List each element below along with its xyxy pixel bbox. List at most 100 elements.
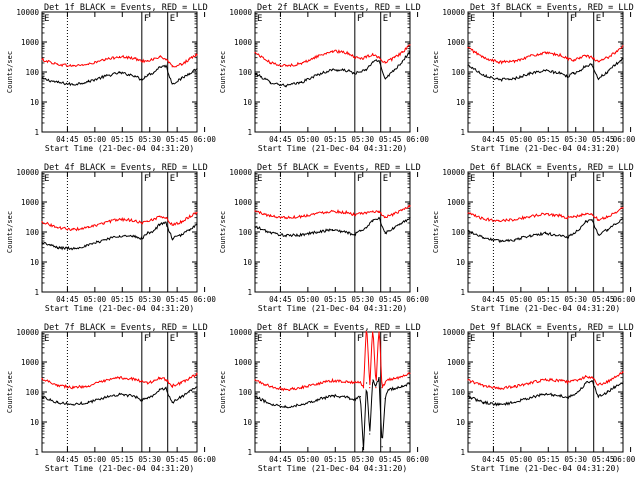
time-marker-label: F (144, 174, 149, 184)
data-point (622, 207, 624, 209)
data-point (165, 65, 167, 67)
data-point (103, 222, 105, 224)
x-tick-label: 04:45 (269, 135, 292, 144)
time-marker-label: E (383, 174, 388, 184)
y-tick-label: 1000 (21, 38, 40, 47)
time-marker-label: F (357, 334, 362, 344)
data-point (369, 387, 371, 389)
x-tick-label: 04:45 (56, 295, 79, 304)
data-point (300, 63, 303, 65)
data-point (591, 214, 593, 216)
time-marker-label: E (170, 174, 175, 184)
series-line-lld (41, 372, 198, 390)
data-point (359, 396, 361, 398)
data-point (560, 54, 562, 56)
data-point (362, 449, 365, 451)
data-point (566, 237, 568, 239)
x-axis-label: Start Time (21-Dec-04 04:31:20) (258, 144, 407, 153)
data-point (579, 390, 581, 392)
data-point (513, 78, 516, 80)
x-tick-label: 05:30 (564, 295, 587, 304)
data-point (579, 229, 581, 231)
data-point (353, 234, 355, 236)
data-point (56, 401, 59, 404)
data-point (353, 56, 355, 58)
data-point (180, 221, 183, 223)
chart-panel-2: Det 2f BLACK = Events, RED = LLD Start Ti… (219, 3, 429, 153)
data-point (254, 72, 256, 74)
data-point (401, 51, 403, 54)
data-point (409, 205, 411, 207)
data-point (103, 59, 105, 61)
time-marker-label: F (357, 174, 362, 184)
data-point (159, 215, 161, 217)
data-point (498, 404, 500, 406)
data-point (134, 378, 136, 380)
data-point (180, 78, 183, 80)
y-tick-label: 10 (456, 98, 466, 107)
x-tick-label: 06:00 (406, 295, 429, 304)
data-point (529, 72, 531, 74)
data-point (171, 66, 173, 68)
y-tick-label: 1 (247, 448, 252, 457)
data-point (180, 234, 183, 236)
data-point (331, 379, 334, 382)
y-tick-label: 100 (451, 68, 465, 77)
data-point (196, 211, 198, 214)
data-point (171, 83, 173, 85)
data-point (579, 57, 581, 59)
data-point (153, 72, 155, 74)
y-tick-label: 10000 (442, 328, 465, 337)
y-axis-label: Counts/sec (219, 371, 227, 413)
data-point (591, 63, 593, 65)
x-tick-label: 05:15 (324, 135, 347, 144)
y-tick-label: 1 (247, 288, 252, 297)
data-point (366, 69, 368, 71)
corner-marker-label: E (44, 334, 49, 344)
y-tick-label: 1000 (234, 358, 253, 367)
data-point (384, 398, 386, 400)
y-tick-label: 1000 (447, 358, 466, 367)
data-point (165, 58, 167, 60)
chart-panel-9: Det 9f BLACK = Events, RED = LLD Start Ti… (432, 323, 636, 473)
data-point (467, 230, 469, 232)
time-marker-label: F (570, 334, 575, 344)
x-tick-label: 04:45 (482, 295, 505, 304)
y-tick-label: 100 (451, 388, 465, 397)
data-point (585, 212, 587, 214)
y-tick-label: 1 (34, 448, 39, 457)
x-tick-label: 05:00 (510, 295, 533, 304)
data-point (300, 215, 303, 218)
data-point (146, 74, 148, 76)
chart-panel-8: Det 8f BLACK = Events, RED = LLD Start Ti… (219, 323, 429, 473)
data-point (622, 381, 624, 383)
data-point (614, 211, 616, 214)
data-point (140, 222, 142, 224)
data-point (622, 45, 624, 47)
data-point (87, 227, 90, 229)
data-point (72, 229, 74, 231)
data-point (331, 229, 334, 231)
data-point (134, 236, 136, 238)
data-point (140, 60, 142, 62)
data-point (72, 247, 74, 250)
data-point (188, 72, 190, 74)
y-axis-label: Counts/sec (432, 371, 440, 413)
data-point (579, 215, 581, 217)
time-marker-label: F (357, 14, 362, 24)
y-axis-label: Counts/sec (432, 211, 440, 253)
data-point (513, 386, 516, 388)
data-point (347, 397, 349, 399)
data-point (572, 379, 575, 382)
data-point (171, 238, 173, 240)
data-point (622, 57, 624, 60)
data-point (285, 235, 287, 237)
data-point (331, 50, 334, 52)
chart-title: Det 1f BLACK = Events, RED = LLD (44, 3, 208, 13)
y-tick-label: 10000 (229, 8, 252, 17)
series-line-lld (254, 204, 411, 220)
y-tick-label: 1 (460, 288, 465, 297)
chart-title: Det 8f BLACK = Events, RED = LLD (257, 323, 421, 333)
data-point (359, 381, 361, 383)
data-point (300, 234, 303, 236)
